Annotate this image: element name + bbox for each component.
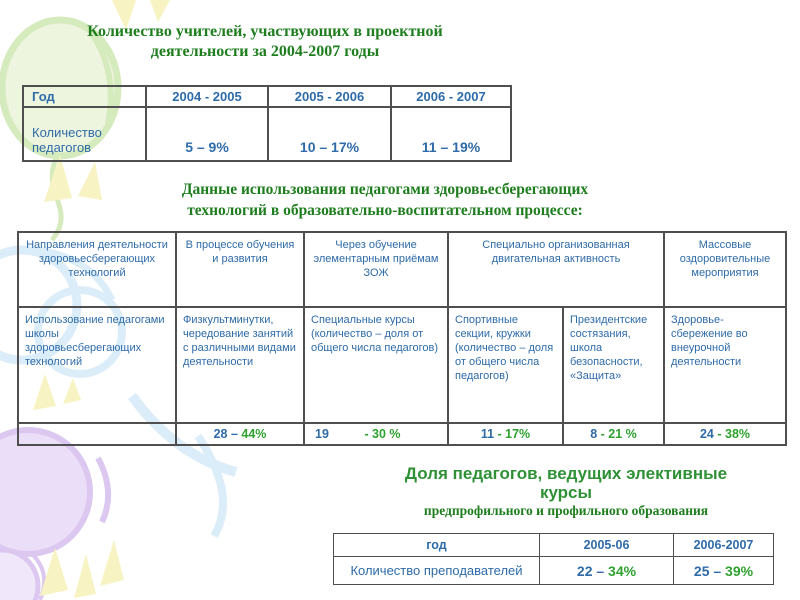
- value-count: 8: [590, 427, 598, 441]
- value-2005-2006: 10 – 17%: [267, 106, 392, 162]
- value-percent: 44%: [241, 427, 267, 441]
- table-body-row: Использование педагогами школы здоровьес…: [17, 306, 787, 424]
- year-column-header: год: [333, 533, 540, 557]
- value-count: 11: [480, 427, 495, 441]
- header-motor-activity: Специально организованная двигательная а…: [447, 231, 665, 308]
- row-label-pedagogues: Количество педагогов: [22, 106, 147, 162]
- value-sport-sections: 11 - 17%: [447, 422, 564, 446]
- elective-heading-line3: предпрофильного и профильного образовани…: [423, 503, 709, 518]
- value-percent: - 30 %: [364, 427, 401, 441]
- health-tech-table: Направления деятельности здоровьесберега…: [17, 231, 787, 446]
- yellow-sparkle-upper-left: [44, 155, 102, 202]
- value-count: 25 –: [693, 562, 722, 579]
- value-percent: 34%: [608, 562, 637, 579]
- yellow-sparkle-top: [112, 0, 170, 30]
- health-tech-heading-line2: технологий в образовательно-воспитательн…: [187, 202, 583, 219]
- table-values-row: 28 – 44% 19 - 30 % 11 - 17% 8 - 21 % 24 …: [17, 422, 787, 446]
- value-count: 28 –: [213, 427, 238, 441]
- body-usage: Использование педагогами школы здоровьес…: [17, 306, 177, 424]
- header-zozh-training: Через обучение элементарным приёмам ЗОЖ: [303, 231, 449, 308]
- body-sport-sections: Спортивные секции, кружки (количество – …: [447, 306, 564, 424]
- value-count: 22 –: [576, 562, 605, 579]
- elective-courses-table: год 2005-06 2006-2007 Количество препода…: [333, 533, 774, 585]
- elective-courses-heading: Доля педагогов, ведущих элективные курсы…: [340, 464, 792, 519]
- year-2006-2007: 2006 - 2007: [390, 85, 512, 108]
- value-percent: 39%: [725, 562, 754, 579]
- value-2006-2007: 25 – 39%: [673, 556, 774, 585]
- value-2005-06: 22 – 34%: [539, 556, 674, 585]
- value-empty-cell: [17, 422, 177, 446]
- value-count: 24: [699, 427, 714, 441]
- year-2005-2006: 2005 - 2006: [267, 85, 392, 108]
- year-2006-2007: 2006-2007: [673, 533, 774, 557]
- header-mass-events: Массовые оздоровительные мероприятия: [663, 231, 787, 308]
- elective-heading-line1: Доля педагогов, ведущих элективные: [404, 464, 728, 483]
- table-header-row: Направления деятельности здоровьесберега…: [17, 231, 787, 308]
- value-percent: - 38%: [717, 427, 751, 441]
- header-learning-process: В процессе обучения и развития: [175, 231, 305, 308]
- year-column-header: Год: [22, 85, 147, 108]
- year-2004-2005: 2004 - 2005: [145, 85, 269, 108]
- year-2005-06: 2005-06: [539, 533, 674, 557]
- yellow-sparkle-bottom-left: [40, 540, 124, 598]
- elective-heading-line2: курсы: [539, 483, 593, 502]
- header-directions: Направления деятельности здоровьесберега…: [17, 231, 177, 308]
- slide-title: Количество учителей, участвующих в проек…: [30, 22, 500, 62]
- table-header-row: Год 2004 - 2005 2005 - 2006 2006 - 2007: [22, 85, 512, 108]
- body-president-contests: Президентские состязания, школа безопасн…: [562, 306, 665, 424]
- value-count: 19: [315, 427, 329, 441]
- value-learning-process: 28 – 44%: [175, 422, 305, 446]
- table-header-row: год 2005-06 2006-2007: [333, 533, 774, 557]
- health-tech-heading-line1: Данные использования педагогами здоровье…: [181, 181, 589, 198]
- body-fizkultminutki: Физкультминутки, чередование занятий с р…: [175, 306, 305, 424]
- health-tech-heading: Данные использования педагогами здоровье…: [100, 179, 670, 221]
- value-percent: - 17%: [497, 427, 531, 441]
- body-extracurricular: Здоровье-сбережение во внеурочной деятел…: [663, 306, 787, 424]
- purple-balloon-decoration: [0, 427, 112, 600]
- value-president-contests: 8 - 21 %: [562, 422, 665, 446]
- slide-title-line2: деятельности за 2004-2007 годы: [150, 43, 380, 60]
- value-percent: - 21 %: [600, 427, 637, 441]
- value-zozh-training: 19 - 30 %: [303, 422, 449, 446]
- slide-title-line1: Количество учителей, участвующих в проек…: [87, 23, 443, 40]
- body-special-courses: Специальные курсы (количество – доля от …: [303, 306, 449, 424]
- value-extracurricular: 24 - 38%: [663, 422, 787, 446]
- row-label-teachers: Количество преподавателей: [333, 556, 540, 585]
- value-2004-2005: 5 – 9%: [145, 106, 269, 162]
- table-row: Количество педагогов 5 – 9% 10 – 17% 11 …: [22, 106, 512, 162]
- project-activity-table: Год 2004 - 2005 2005 - 2006 2006 - 2007 …: [22, 85, 512, 162]
- table-row: Количество преподавателей 22 – 34% 25 – …: [333, 556, 774, 585]
- value-2006-2007: 11 – 19%: [390, 106, 512, 162]
